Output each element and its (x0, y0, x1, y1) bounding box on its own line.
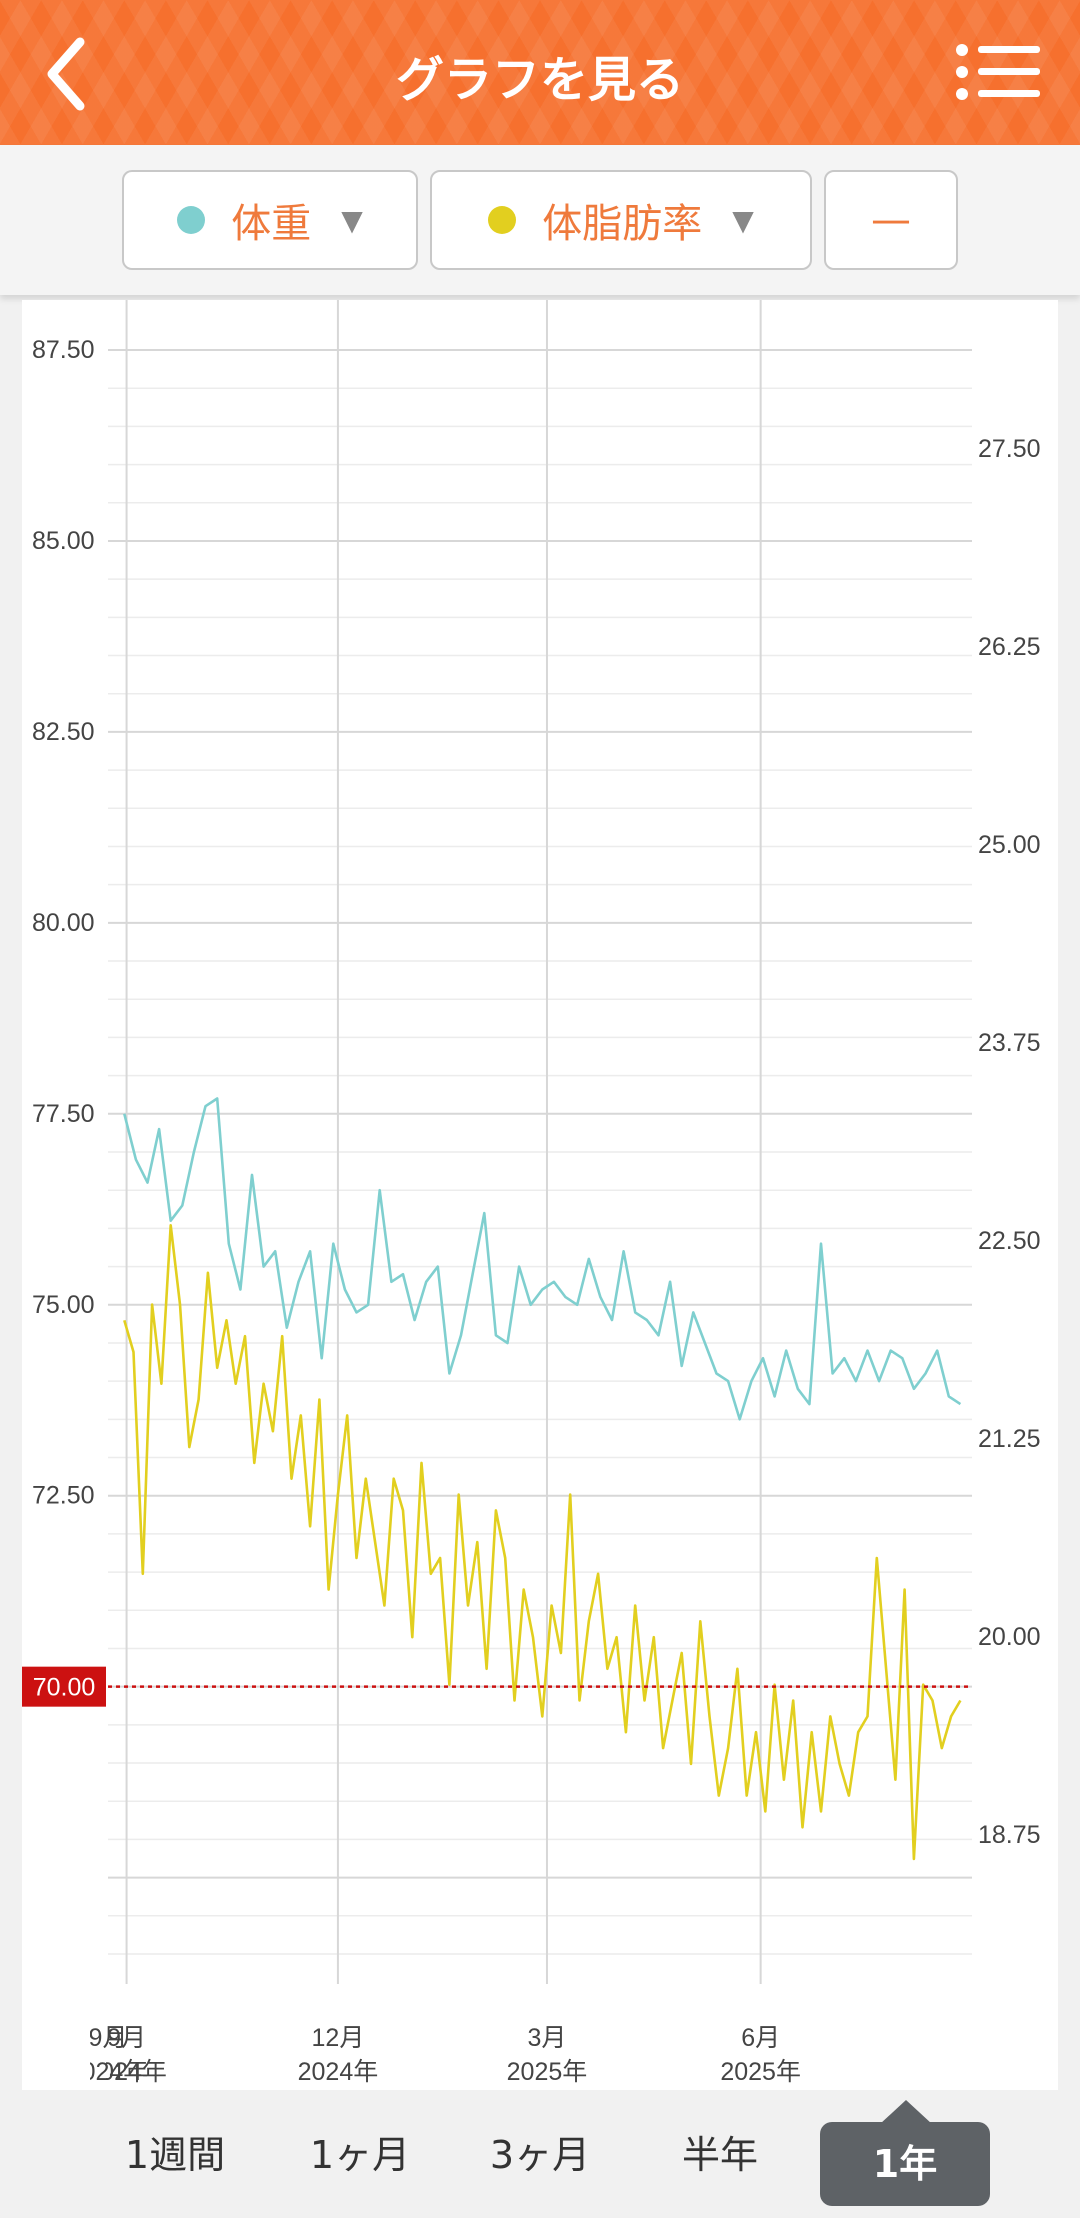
left-axis-tick-label: 77.50 (32, 1100, 95, 1128)
page-title: グラフを見る (395, 52, 684, 108)
x-axis-month-label: 3月 (528, 2024, 567, 2052)
left-axis-tick-label: 75.00 (32, 1291, 95, 1319)
metric-selector-bar: 体重 ▼ 体脂肪率 ▼ — (0, 145, 1080, 295)
app-header: グラフを見る (0, 0, 1080, 145)
right-axis-tick-label: 25.00 (978, 831, 1041, 859)
body-fat-color-dot (488, 206, 517, 234)
metric2-label: 体脂肪率 (542, 201, 703, 247)
right-axis-tick-label: 27.50 (978, 435, 1041, 463)
series-line-body-fat (123, 1223, 962, 1861)
tab-1-week[interactable]: 1週間 (124, 2133, 226, 2177)
metric1-label: 体重 (231, 201, 312, 247)
weight-bodyfat-chart[interactable]: 87.50 85.00 82.50 80.00 77.50 75.00 72.50 27.50… (22, 300, 1058, 2094)
chevron-left-icon (47, 37, 85, 111)
menu-button[interactable] (950, 32, 1050, 112)
active-tab-caret (880, 2100, 932, 2124)
tab-1-year[interactable]: 1年 (820, 2122, 990, 2206)
period-tabs: 1週間 1ヶ月 3ヶ月 半年 1年 (0, 2090, 1080, 2218)
left-axis-tick-label: 87.50 (32, 336, 95, 364)
tab-3-months[interactable]: 3ヶ月 (489, 2133, 591, 2177)
x-axis-year-label: 2024年 (298, 2058, 379, 2086)
left-axis-tick-label: 72.50 (32, 1482, 95, 1510)
chart-card: 87.50 85.00 82.50 80.00 77.50 75.00 72.50 27.50… (22, 300, 1058, 2094)
left-axis-tick-label: 80.00 (32, 909, 95, 937)
left-axis-tick-label: 85.00 (32, 527, 95, 555)
right-axis-tick-label: 21.25 (978, 1425, 1041, 1453)
series-line-weight (123, 1097, 962, 1421)
x-axis-month-label: 6月 (741, 2024, 780, 2052)
right-axis-tick-label: 22.50 (978, 1227, 1041, 1255)
right-axis-tick-label: 23.75 (978, 1029, 1041, 1057)
list-menu-icon (956, 44, 1040, 100)
target-badge (22, 1666, 106, 1707)
x-axis-month-label: 12月 (312, 2024, 365, 2052)
left-axis-tick-label: 82.50 (32, 718, 95, 746)
x-axis-year-label: 2025年 (507, 2058, 588, 2086)
metric3-selector[interactable]: — (824, 170, 958, 270)
weight-color-dot (177, 206, 206, 234)
metric3-label: — (871, 197, 911, 243)
tab-half-year[interactable]: 半年 (681, 2133, 758, 2177)
right-axis-tick-label: 18.75 (978, 1821, 1041, 1849)
x-axis-month-label: 9月 (89, 2024, 128, 2052)
right-axis-tick-label: 26.25 (978, 633, 1041, 661)
metric1-selector[interactable]: 体重 ▼ (122, 170, 418, 270)
tab-1-month[interactable]: 1ヶ月 (309, 2133, 411, 2177)
x-axis-year-label: 2025年 (720, 2058, 801, 2086)
right-axis-tick-label: 20.00 (978, 1623, 1041, 1651)
x-axis-month-label: 9月 (107, 2024, 146, 2052)
dropdown-arrow-icon: ▼ (732, 203, 754, 237)
back-button[interactable] (30, 30, 120, 120)
dropdown-arrow-icon: ▼ (341, 203, 363, 237)
axis-label-mask (22, 2014, 90, 2094)
metric2-selector[interactable]: 体脂肪率 ▼ (430, 170, 812, 270)
target-value-label: 70.00 (33, 1674, 96, 1702)
